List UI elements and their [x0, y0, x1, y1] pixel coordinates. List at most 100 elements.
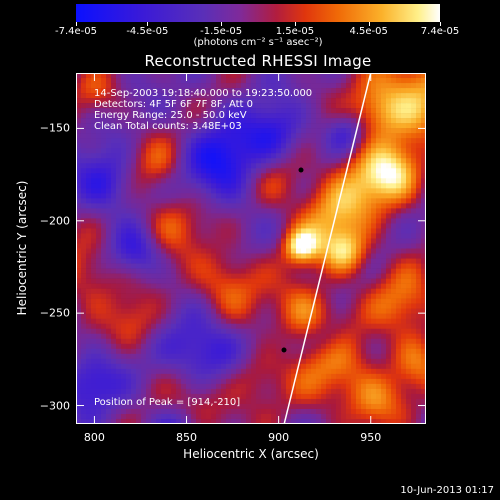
- heatmap-cell: [331, 98, 337, 104]
- heatmap-cell: [371, 353, 377, 360]
- heatmap-cell: [221, 298, 227, 304]
- heatmap-cell: [91, 113, 97, 119]
- heatmap-cell: [351, 283, 357, 289]
- heatmap-cell: [256, 113, 262, 119]
- heatmap-cell: [126, 363, 132, 370]
- heatmap-cell: [286, 113, 292, 119]
- heatmap-cell: [306, 143, 312, 149]
- heatmap-cell: [266, 213, 272, 219]
- heatmap-cell: [371, 323, 377, 330]
- heatmap-cell: [291, 298, 297, 304]
- heatmap-cell: [156, 138, 162, 144]
- heatmap-cell: [391, 233, 397, 239]
- heatmap-cell: [101, 333, 107, 340]
- heatmap-cell: [136, 168, 142, 174]
- heatmap-cell: [266, 353, 272, 360]
- heatmap-cell: [251, 203, 257, 209]
- heatmap-cell: [86, 398, 92, 405]
- heatmap-cell: [151, 283, 157, 289]
- heatmap-cell: [141, 333, 147, 340]
- heatmap-cell: [401, 193, 407, 199]
- heatmap-cell: [96, 308, 102, 314]
- heatmap-cell: [326, 168, 332, 174]
- heatmap-cell: [206, 383, 212, 390]
- heatmap-cell: [141, 303, 147, 309]
- heatmap-cell: [331, 273, 337, 279]
- heatmap-cell: [266, 383, 272, 390]
- heatmap-cell: [371, 348, 377, 355]
- heatmap-cell: [116, 153, 122, 159]
- heatmap-cell: [116, 393, 122, 400]
- heatmap-cell: [336, 383, 342, 390]
- heatmap-cell: [226, 188, 232, 194]
- heatmap-cell: [136, 83, 142, 89]
- heatmap-cell: [226, 93, 232, 99]
- heatmap-cell: [276, 333, 282, 340]
- heatmap-cell: [121, 103, 127, 109]
- heatmap-cell: [166, 183, 172, 189]
- heatmap-cell: [306, 168, 312, 174]
- heatmap-cell: [151, 298, 157, 304]
- heatmap-cell: [326, 418, 332, 424]
- heatmap-cell: [311, 113, 317, 119]
- heatmap-cell: [316, 388, 322, 395]
- heatmap-cell: [401, 318, 407, 325]
- heatmap-cell: [111, 78, 117, 84]
- heatmap-cell: [371, 168, 377, 174]
- heatmap-cell: [191, 418, 197, 424]
- heatmap-cell: [191, 133, 197, 139]
- heatmap-cell: [391, 308, 397, 314]
- heatmap-cell: [381, 103, 387, 109]
- heatmap-cell: [196, 258, 202, 264]
- heatmap-cell: [336, 253, 342, 259]
- heatmap-cell: [246, 108, 252, 114]
- heatmap-cell: [381, 88, 387, 94]
- heatmap-cell: [166, 83, 172, 89]
- heatmap-cell: [376, 303, 382, 309]
- heatmap-cell: [286, 168, 292, 174]
- heatmap-cell: [356, 393, 362, 400]
- heatmap-cell: [351, 263, 357, 269]
- heatmap-cell: [416, 128, 422, 134]
- heatmap-cell: [146, 263, 152, 269]
- heatmap-cell: [341, 143, 347, 149]
- heatmap-cell: [281, 233, 287, 239]
- heatmap-cell: [301, 108, 307, 114]
- heatmap-cell: [106, 308, 112, 314]
- heatmap-cell: [231, 283, 237, 289]
- heatmap-cell: [111, 308, 117, 314]
- heatmap-cell: [106, 153, 112, 159]
- heatmap-cell: [301, 203, 307, 209]
- heatmap-cell: [136, 298, 142, 304]
- heatmap-cell: [86, 223, 92, 229]
- heatmap-cell: [101, 213, 107, 219]
- heatmap-cell: [376, 278, 382, 284]
- heatmap-cell: [156, 373, 162, 380]
- heatmap-cell: [91, 258, 97, 264]
- heatmap-cell: [421, 288, 426, 294]
- heatmap-cell: [241, 233, 247, 239]
- heatmap-cell: [86, 368, 92, 375]
- heatmap-cell: [76, 238, 82, 244]
- heatmap-cell: [246, 238, 252, 244]
- heatmap-cell: [156, 338, 162, 345]
- heatmap-cell: [221, 163, 227, 169]
- heatmap-cell: [76, 418, 82, 424]
- heatmap-cell: [381, 273, 387, 279]
- heatmap-cell: [101, 143, 107, 149]
- heatmap-cell: [156, 293, 162, 299]
- heatmap-cell: [176, 318, 182, 325]
- heatmap-cell: [366, 368, 372, 375]
- heatmap-cell: [401, 338, 407, 345]
- heatmap-cell: [276, 183, 282, 189]
- heatmap-cell: [386, 158, 392, 164]
- heatmap-cell: [286, 413, 292, 420]
- heatmap-cell: [381, 228, 387, 234]
- heatmap-cell: [391, 383, 397, 390]
- heatmap-cell: [421, 178, 426, 184]
- heatmap-cell: [86, 103, 92, 109]
- heatmap-cell: [296, 313, 302, 319]
- heatmap-cell: [216, 233, 222, 239]
- heatmap-cell: [186, 103, 192, 109]
- heatmap-cell: [111, 203, 117, 209]
